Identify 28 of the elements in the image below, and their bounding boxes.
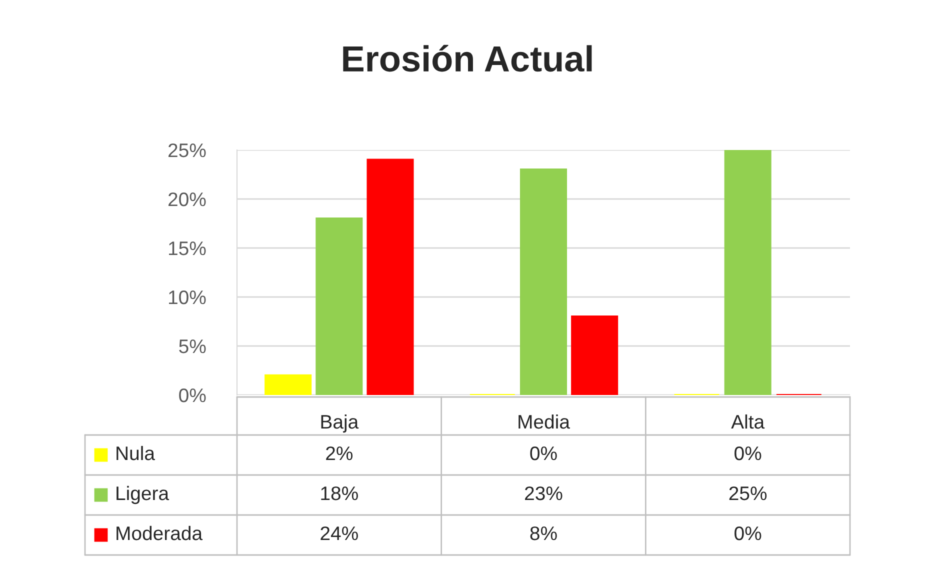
y-tick-label: 15% xyxy=(169,242,206,256)
data-label: 0% xyxy=(734,526,762,540)
bar xyxy=(316,218,363,395)
y-tick-label: 10% xyxy=(169,290,206,304)
data-label: 25% xyxy=(729,486,767,500)
data-label: 18% xyxy=(321,486,358,500)
data-label: 8% xyxy=(530,526,557,540)
bar xyxy=(264,374,312,395)
y-tick-label: 25% xyxy=(168,143,206,158)
data-label: 0% xyxy=(734,446,762,460)
bar xyxy=(366,158,414,395)
legend-label: Ligera xyxy=(116,486,170,504)
legend-label: Moderada xyxy=(116,526,203,540)
bar xyxy=(571,316,618,395)
x-tick-label: Media xyxy=(518,414,570,429)
y-tick-label: 0% xyxy=(179,388,206,402)
data-label: 24% xyxy=(320,526,358,540)
y-tick-label: 5% xyxy=(179,340,206,354)
x-tick-label: Baja xyxy=(321,414,359,433)
bar xyxy=(520,168,568,395)
y-tick-label: 20% xyxy=(168,192,206,206)
data-label: 2% xyxy=(326,446,353,460)
chart-title: Erosión Actual xyxy=(343,44,592,72)
bar xyxy=(724,150,772,395)
data-label: 0% xyxy=(530,446,557,460)
x-tick-label: Alta xyxy=(731,414,765,429)
legend-label: Nula xyxy=(116,446,155,460)
data-label: 23% xyxy=(525,486,562,500)
